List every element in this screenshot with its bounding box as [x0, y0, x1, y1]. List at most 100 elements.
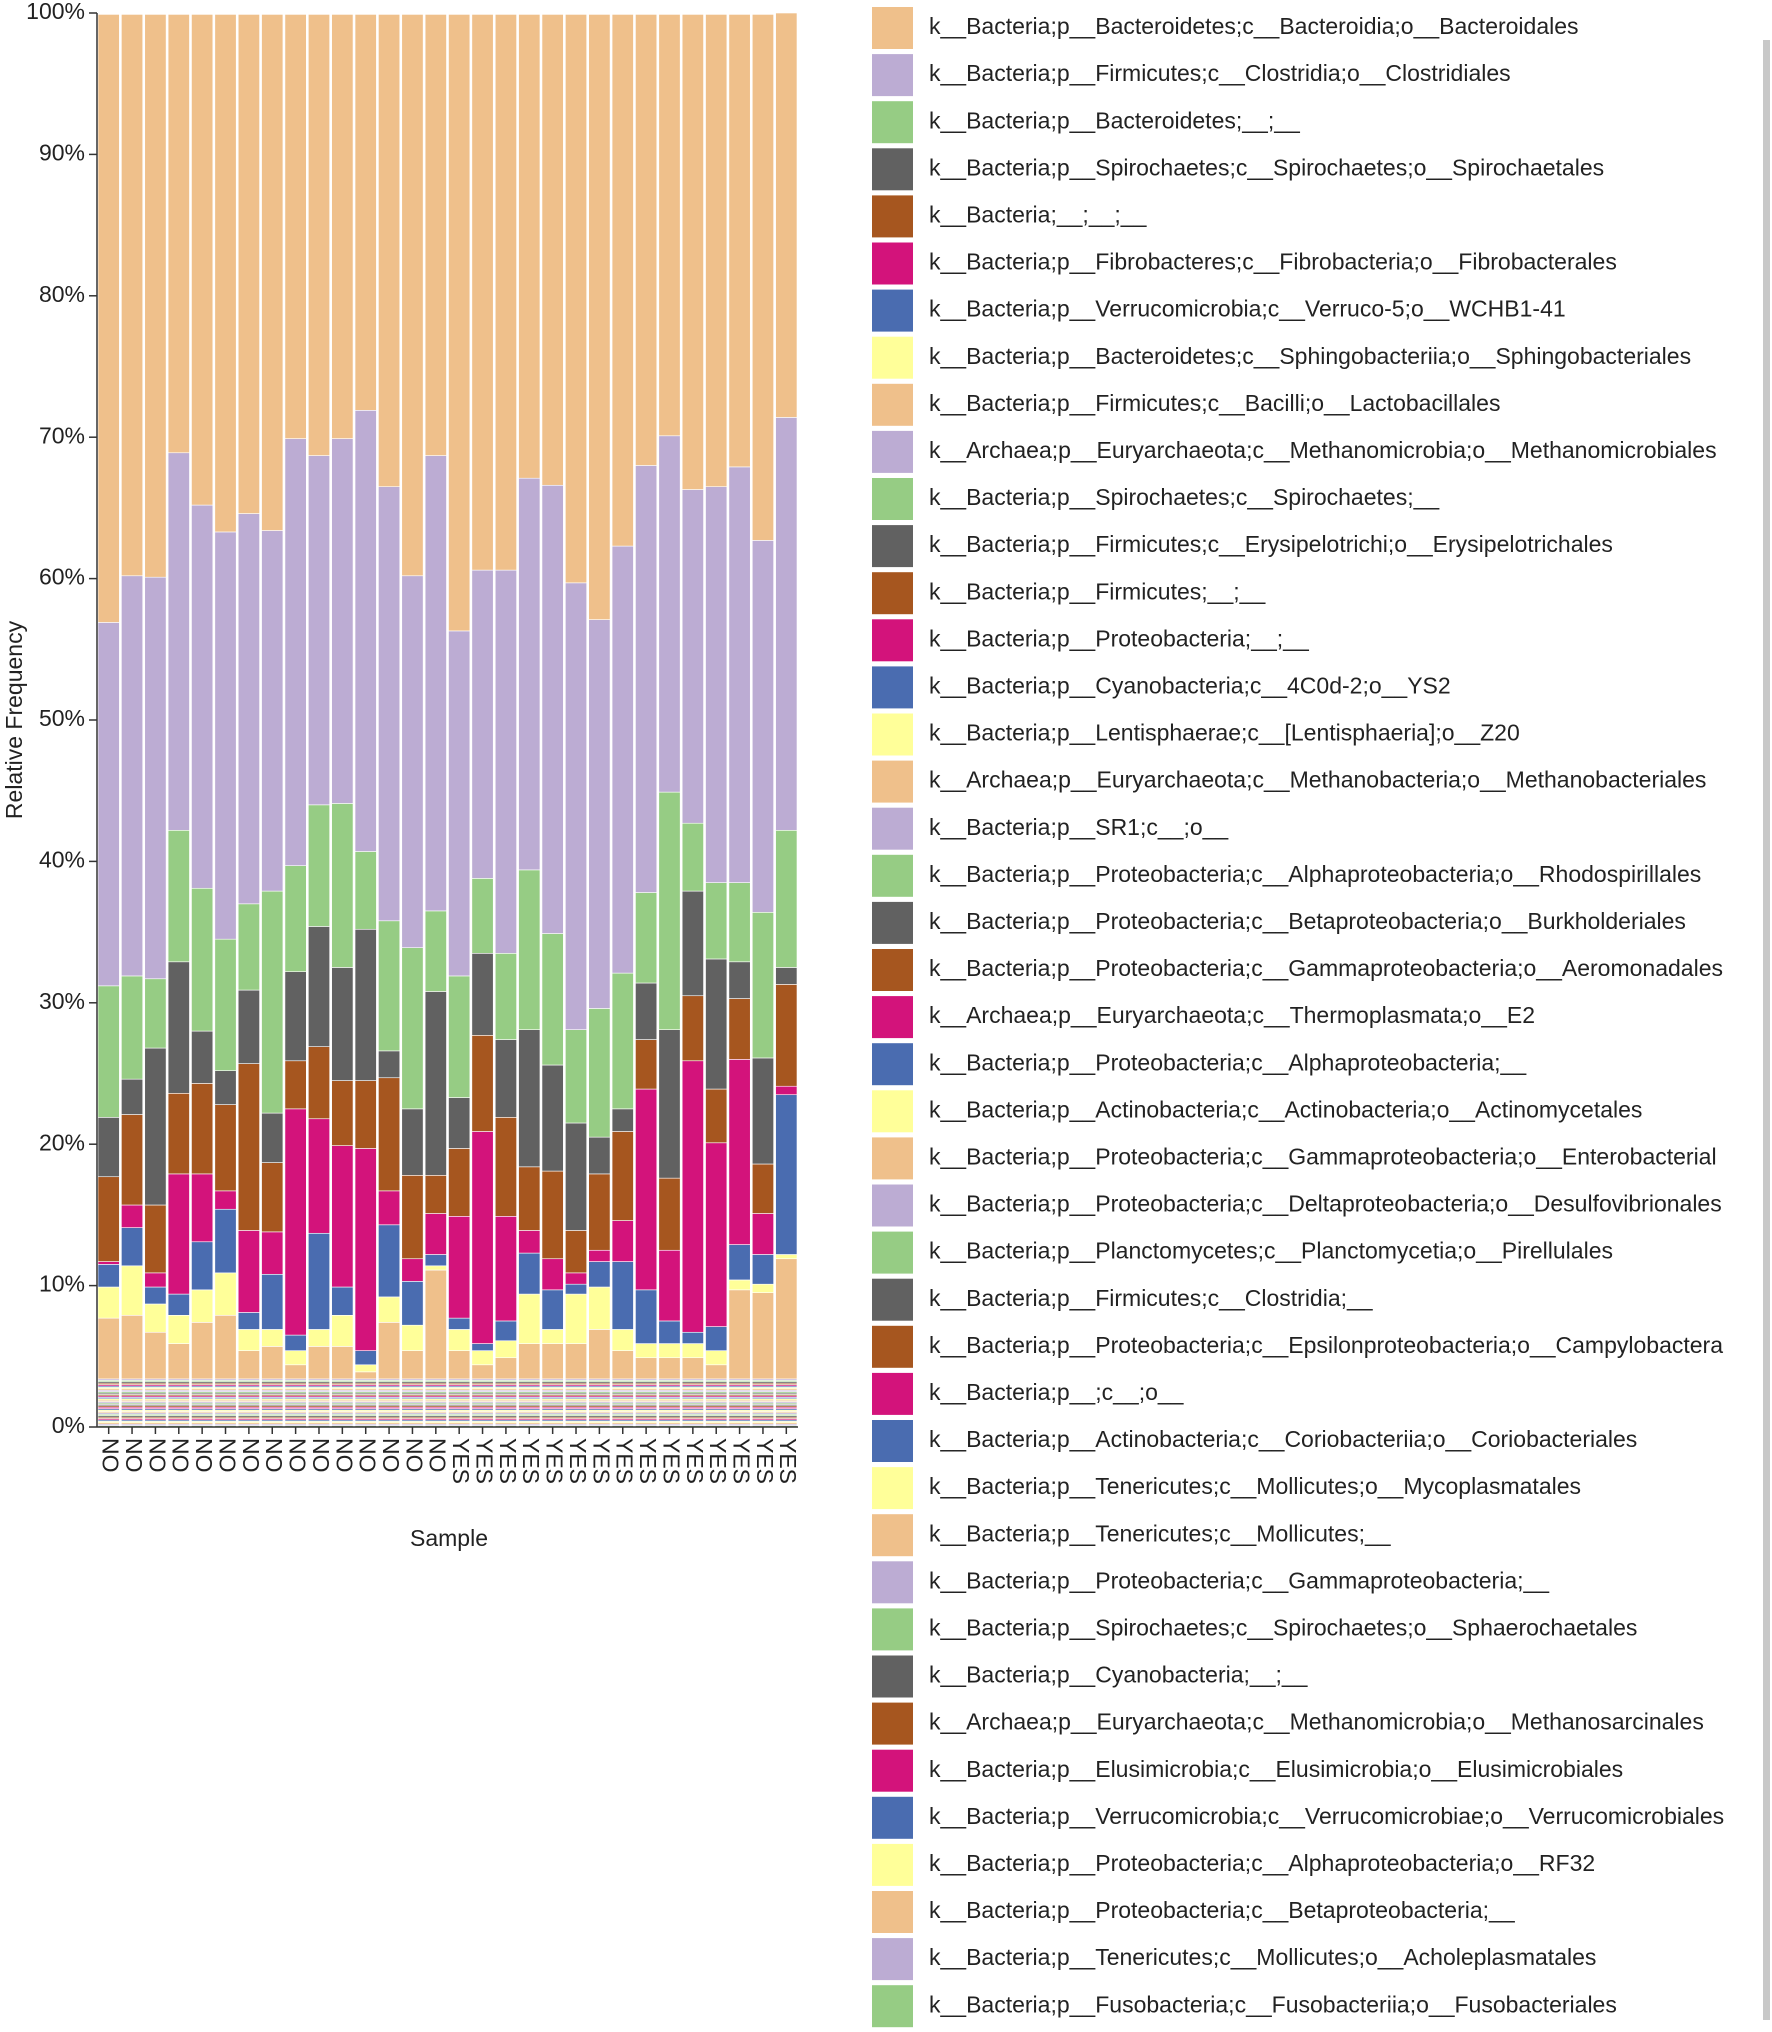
legend-swatch [872, 1702, 913, 1745]
scrollbar[interactable] [1763, 40, 1770, 2020]
x-tick-label: YES [471, 1438, 497, 1484]
bar-segment [307, 1232, 330, 1330]
bar-segment [97, 1176, 120, 1262]
bar-segment [121, 1265, 144, 1316]
bar-segment [261, 530, 284, 892]
y-tick-label: 10% [39, 1271, 85, 1297]
legend-swatch [872, 242, 913, 285]
bar-segment [191, 1322, 214, 1380]
bar-segment [611, 1261, 634, 1330]
bar-segment [611, 972, 634, 1110]
legend-label: k__Bacteria;p__Spirochaetes;c__Spirochae… [929, 154, 1604, 180]
bar-segment [237, 1329, 260, 1351]
bar-segment [541, 1329, 564, 1344]
bar-segment [611, 1329, 634, 1351]
bar-segment [401, 1258, 424, 1282]
legend-swatch [872, 1749, 913, 1792]
legend-label: k__Bacteria;p__Proteobacteria;c__Alphapr… [929, 1049, 1527, 1075]
bar-segment [307, 455, 330, 806]
bar-segment [541, 933, 564, 1066]
bar-segment [401, 1281, 424, 1326]
bar-segment [681, 14, 704, 490]
bar-segment [611, 1131, 634, 1221]
bar-segment [167, 1343, 190, 1380]
legend-swatch [872, 195, 913, 238]
bar-segment [401, 1324, 424, 1351]
legend-label: k__Archaea;p__Euryarchaeota;c__Methanomi… [929, 437, 1717, 463]
legend-swatch [872, 1655, 913, 1698]
x-tick-label: NO [401, 1438, 427, 1473]
legend-swatch [872, 1608, 913, 1651]
bar-segment [518, 1230, 541, 1254]
bar-segment [331, 803, 354, 968]
bar-segment [121, 1227, 144, 1267]
bar-segment [424, 991, 447, 1176]
bar-segment [214, 938, 237, 1071]
x-tick-label: NO [331, 1438, 357, 1473]
legend-label: k__Bacteria;p__Bacteroidetes;c__Sphingob… [929, 343, 1691, 369]
bar-segment [237, 1230, 260, 1313]
bar-segment [588, 1286, 611, 1330]
legend-swatch [872, 148, 913, 191]
legend-label: k__Archaea;p__Euryarchaeota;c__Methanomi… [929, 1709, 1704, 1735]
bar-segment [565, 1029, 587, 1124]
y-tick-label: 30% [39, 988, 85, 1014]
bar-segment [307, 1046, 330, 1120]
legend-swatch [872, 1043, 913, 1086]
bar-segment [191, 1173, 214, 1243]
bar-segment [541, 1170, 564, 1260]
legend-swatch [872, 7, 913, 49]
legend-swatch [872, 430, 913, 473]
bar-segment [424, 1175, 447, 1214]
bar-segment [167, 1092, 190, 1175]
legend-label: k__Bacteria;p__Bacteroidetes;__;__ [929, 107, 1301, 133]
x-tick-label: YES [588, 1438, 614, 1484]
legend-swatch [872, 901, 913, 944]
bar-segment [751, 1163, 774, 1214]
bar-segment [588, 1329, 611, 1380]
bar-segment [728, 14, 751, 468]
bar-segment [331, 1314, 354, 1347]
bar-segment [144, 14, 167, 578]
bar-segment [121, 975, 144, 1080]
bar-segment [658, 1357, 681, 1380]
bar-segment [681, 890, 704, 997]
bar-segment [261, 1329, 284, 1347]
x-tick-label: NO [378, 1438, 404, 1473]
legend-swatch [872, 572, 913, 615]
bar-segment [331, 438, 354, 804]
bar-segment [378, 1224, 401, 1298]
y-tick-label: 20% [39, 1129, 85, 1155]
bar-segment [635, 1357, 658, 1380]
legend-label: k__Archaea;p__Euryarchaeota;c__Methanoba… [929, 767, 1706, 793]
bar-segment [775, 1094, 798, 1255]
bar-segment [635, 1343, 658, 1359]
bar-segment [494, 1357, 517, 1380]
bar-segment [167, 1314, 190, 1344]
x-tick-label: NO [121, 1438, 147, 1473]
y-tick-label: 80% [39, 281, 85, 307]
bar-segment [331, 1286, 354, 1316]
x-tick-label: YES [495, 1438, 521, 1484]
legend-label: k__Bacteria;p__Fusobacteria;c__Fusobacte… [929, 1991, 1617, 2017]
bar-segment [751, 1283, 774, 1293]
legend-swatch [872, 1891, 913, 1933]
legend-swatch [872, 1985, 913, 2028]
bar-segment [448, 630, 471, 977]
x-tick-label: YES [682, 1438, 708, 1484]
legend-label: k__Bacteria;p__Firmicutes;c__Clostridia;… [929, 1285, 1374, 1311]
bar-segment [565, 1343, 587, 1380]
bar-segment [775, 984, 798, 1087]
bar-segment [541, 484, 564, 934]
bar-segment [167, 1173, 190, 1295]
x-axis-label: Sample [410, 1525, 488, 1551]
bar-segment [658, 1177, 681, 1251]
bar-segment [214, 1314, 237, 1380]
legend-swatch [872, 949, 913, 991]
bar-segment [191, 504, 214, 889]
legend-swatch [872, 1561, 913, 1604]
bar-segment [775, 967, 798, 985]
bar-segment [448, 1148, 471, 1217]
bar-segment [518, 1293, 541, 1344]
bar-segment [471, 1343, 494, 1351]
